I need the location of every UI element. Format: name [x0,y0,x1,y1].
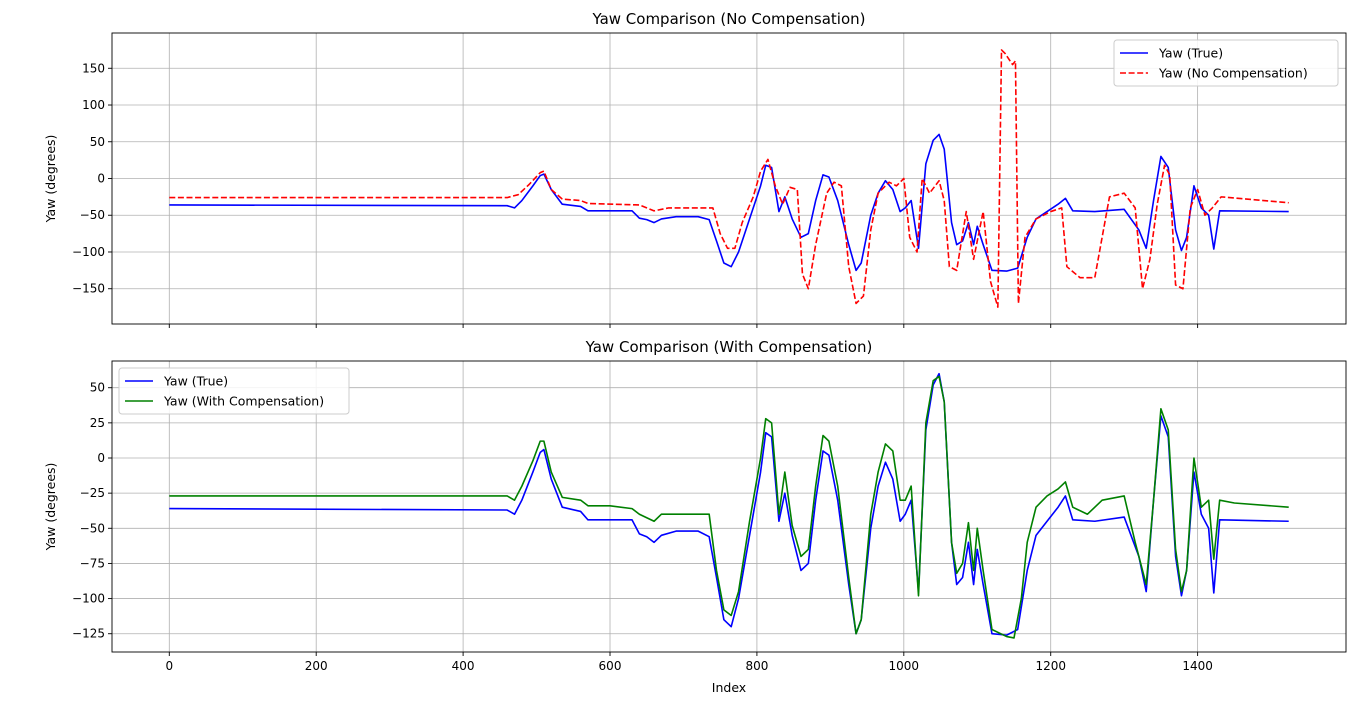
series-group [169,372,1289,639]
x-tick-label: 600 [599,659,622,673]
legend-label: Yaw (No Compensation) [1158,66,1308,81]
y-tick-label: 0 [97,451,105,465]
chart-1: −150 −100 −50 0 50 100 150 Yaw Comparison (No C… [43,10,1347,328]
y-tick-label: −75 [80,556,105,570]
legend: Yaw (True) Yaw (With Compensation) [118,367,350,415]
x-tick-label: 800 [745,659,768,673]
y-tick-label: −125 [72,627,105,641]
plot-frame [111,360,1347,653]
series-line-1 [169,372,1289,636]
y-tick-label: 0 [97,172,105,186]
y-tick-label: −50 [80,208,105,222]
y-tick-label: −100 [72,245,105,259]
legend-label: Yaw (True) [163,374,228,389]
chart-title: Yaw Comparison (With Compensation) [585,338,873,356]
x-tick-label: 1400 [1182,659,1213,673]
x-tick-label: 1200 [1035,659,1066,673]
series-group [169,49,1289,308]
legend-box [1113,39,1339,87]
legend-label: Yaw (True) [1158,46,1223,61]
y-tick-label: 150 [82,61,105,75]
legend-label: Yaw (With Compensation) [163,394,324,409]
x-tick-label: 0 [165,659,173,673]
legend: Yaw (True) Yaw (No Compensation) [1113,39,1339,87]
chart-title: Yaw Comparison (No Compensation) [591,10,865,28]
x-tick-label: 1000 [889,659,920,673]
x-tick-label: 200 [305,659,328,673]
legend-box [118,367,350,415]
x-tick-label: 400 [452,659,475,673]
series-line-2 [169,49,1289,308]
y-tick-label: 50 [90,381,105,395]
series-line-2 [169,375,1289,639]
y-tick-label: −100 [72,592,105,606]
y-tick-label: 25 [90,416,105,430]
y-tick-label: −25 [80,486,105,500]
y-tick-label: 50 [90,135,105,149]
series-line-1 [169,133,1289,272]
y-tick-label: 100 [82,98,105,112]
y-axis-label: Yaw (degrees) [43,135,58,224]
chart-2: 0 200 400 600 800 1000 1200 1400 −125 −100 −75 −50 −… [43,338,1347,695]
y-tick-label: −150 [72,282,105,296]
x-axis-label: Index [712,680,746,695]
y-axis-label: Yaw (degrees) [43,463,58,552]
y-tick-label: −50 [80,521,105,535]
